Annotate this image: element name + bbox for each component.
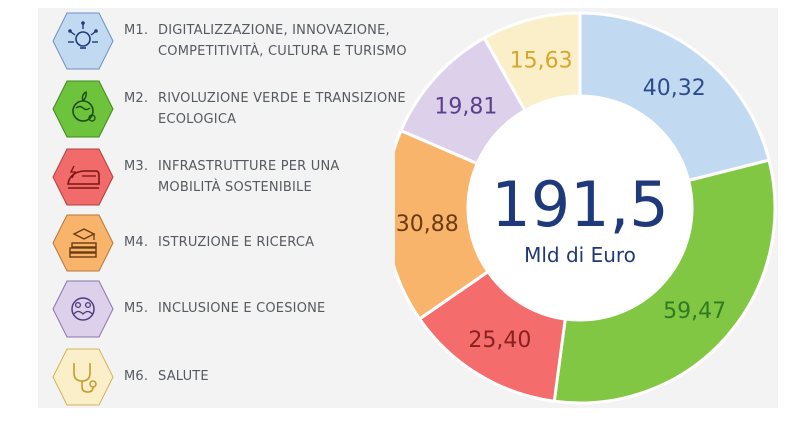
mission-item-3: M3. INFRASTRUTTURE PER UNA MOBILITÀ SOSTEN…: [52, 146, 412, 208]
center-total-value: 191,5: [491, 168, 669, 241]
slice-value-label-m2: 59,47: [663, 299, 726, 324]
digital-lightbulb-icon: [52, 10, 114, 72]
mission-code: M2.: [124, 91, 149, 106]
stethoscope-icon: [52, 346, 114, 408]
mission-item-5: M5. INCLUSIONE E COESIONE: [52, 278, 412, 340]
slice-value-label-m3: 25,40: [468, 328, 531, 353]
slice-value-label-m1: 40,32: [643, 76, 706, 101]
mission-title-line1: RIVOLUZIONE VERDE E TRANSIZIONE: [158, 91, 406, 106]
mission-title-line1: SALUTE: [158, 369, 209, 384]
donut-slice-m2: [552, 158, 777, 405]
mission-code: M6.: [124, 369, 149, 384]
mission-label: M3. INFRASTRUTTURE PER UNA MOBILITÀ SOSTEN…: [124, 156, 339, 198]
mission-label: M1. DIGITALIZZAZIONE, INNOVAZIONE, COMPETI…: [124, 20, 407, 62]
books-graduation-cap-icon: [52, 212, 114, 274]
mission-item-4: M4. ISTRUZIONE E RICERCA: [52, 212, 412, 274]
mission-title-line2: ECOLOGICA: [158, 112, 237, 127]
mission-item-1: M1. DIGITALIZZAZIONE, INNOVAZIONE, COMPETI…: [52, 10, 412, 72]
donut-hole: [469, 97, 691, 319]
train-icon: [52, 146, 114, 208]
mission-label: M5. INCLUSIONE E COESIONE: [124, 298, 325, 319]
mission-title-line1: ISTRUZIONE E RICERCA: [158, 235, 315, 250]
mission-label: M2. RIVOLUZIONE VERDE E TRANSIZIONE ECOLOG…: [124, 88, 406, 130]
mission-code: M5.: [124, 301, 149, 316]
slice-value-label-m6: 15,63: [510, 49, 573, 74]
donut-slice-m6: [482, 11, 582, 113]
mission-code: M4.: [124, 235, 149, 250]
center-total-label: Mld di Euro: [524, 243, 636, 267]
mission-item-2: M2. RIVOLUZIONE VERDE E TRANSIZIONE ECOLOG…: [52, 78, 412, 140]
mission-label: M6. SALUTE: [124, 366, 209, 387]
mission-code: M1.: [124, 23, 149, 38]
mission-title-line2: COMPETITIVITÀ, CULTURA E TURISMO: [158, 44, 407, 59]
mission-label: M4. ISTRUZIONE E RICERCA: [124, 232, 314, 253]
mission-code: M3.: [124, 159, 149, 174]
donut-chart: 40,32 59,47 25,40 30,88 19,81 15,63 191,5 Mld d…: [395, 8, 785, 408]
slice-value-label-m5: 19,81: [434, 94, 497, 119]
inclusion-hands-icon: [52, 278, 114, 340]
green-globe-icon: [52, 78, 114, 140]
mission-title-line1: DIGITALIZZAZIONE, INNOVAZIONE,: [158, 23, 390, 38]
mission-item-6: M6. SALUTE: [52, 346, 412, 408]
mission-title-line2: MOBILITÀ SOSTENIBILE: [158, 180, 312, 195]
mission-title-line1: INFRASTRUTTURE PER UNA: [158, 159, 340, 174]
mission-title-line1: INCLUSIONE E COESIONE: [158, 301, 326, 316]
slice-value-label-m4: 30,88: [396, 212, 459, 237]
donut-slice-m1: [578, 11, 771, 183]
